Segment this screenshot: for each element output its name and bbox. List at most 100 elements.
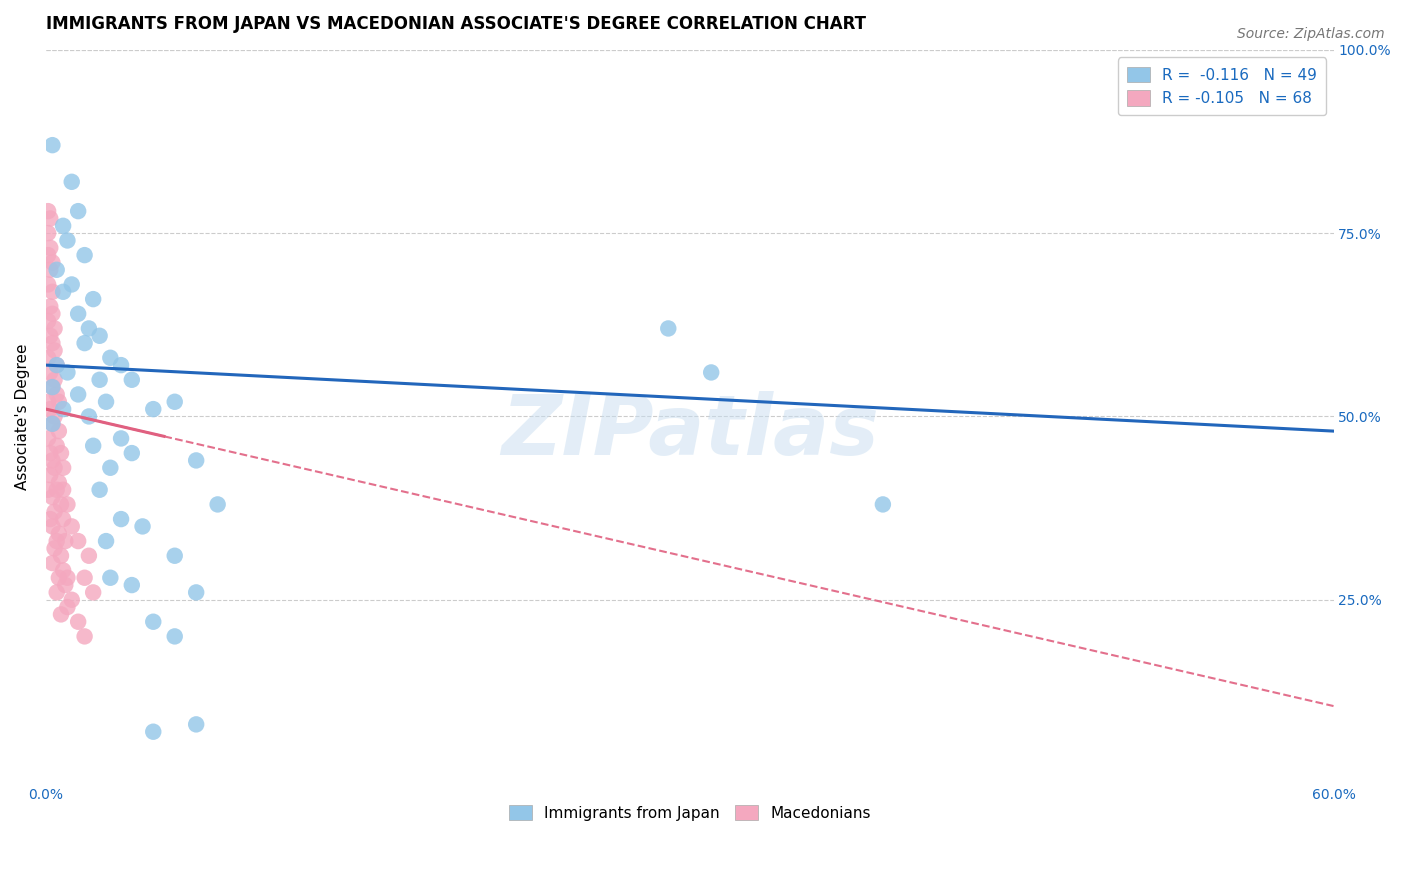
Point bbox=[98, 351, 121, 365]
Point bbox=[44, 409, 66, 424]
Point bbox=[60, 277, 83, 292]
Point bbox=[41, 380, 63, 394]
Point bbox=[45, 585, 67, 599]
Point bbox=[37, 483, 59, 497]
Point bbox=[94, 534, 117, 549]
Point bbox=[872, 497, 894, 511]
Point bbox=[44, 373, 66, 387]
Point bbox=[89, 328, 111, 343]
Point bbox=[657, 321, 679, 335]
Point bbox=[39, 262, 62, 277]
Point bbox=[67, 534, 90, 549]
Point bbox=[89, 483, 111, 497]
Point bbox=[60, 592, 83, 607]
Point bbox=[56, 600, 79, 615]
Point bbox=[39, 468, 62, 483]
Point bbox=[186, 717, 208, 731]
Point bbox=[41, 556, 63, 570]
Point bbox=[52, 402, 75, 417]
Point bbox=[49, 497, 72, 511]
Point bbox=[142, 402, 165, 417]
Point bbox=[98, 460, 121, 475]
Point bbox=[41, 307, 63, 321]
Point bbox=[110, 512, 132, 526]
Point bbox=[45, 534, 67, 549]
Point bbox=[98, 571, 121, 585]
Point bbox=[67, 615, 90, 629]
Point bbox=[700, 366, 723, 380]
Point bbox=[44, 343, 66, 358]
Point bbox=[44, 321, 66, 335]
Point bbox=[39, 402, 62, 417]
Point bbox=[39, 512, 62, 526]
Point bbox=[44, 505, 66, 519]
Point bbox=[73, 336, 96, 351]
Point bbox=[41, 417, 63, 431]
Point bbox=[52, 512, 75, 526]
Point bbox=[110, 358, 132, 372]
Point bbox=[39, 211, 62, 226]
Point bbox=[41, 285, 63, 299]
Point bbox=[48, 571, 70, 585]
Point bbox=[67, 387, 90, 401]
Point bbox=[41, 453, 63, 467]
Legend: Immigrants from Japan, Macedonians: Immigrants from Japan, Macedonians bbox=[503, 798, 877, 827]
Point bbox=[52, 563, 75, 577]
Point bbox=[41, 519, 63, 533]
Point bbox=[142, 615, 165, 629]
Point bbox=[82, 292, 104, 306]
Point bbox=[45, 483, 67, 497]
Point bbox=[37, 314, 59, 328]
Point bbox=[41, 336, 63, 351]
Point bbox=[44, 460, 66, 475]
Point bbox=[56, 234, 79, 248]
Point bbox=[121, 446, 143, 460]
Point bbox=[45, 387, 67, 401]
Point bbox=[73, 248, 96, 262]
Point bbox=[39, 446, 62, 460]
Point bbox=[52, 483, 75, 497]
Text: IMMIGRANTS FROM JAPAN VS MACEDONIAN ASSOCIATE'S DEGREE CORRELATION CHART: IMMIGRANTS FROM JAPAN VS MACEDONIAN ASSO… bbox=[46, 15, 866, 33]
Point bbox=[37, 432, 59, 446]
Point bbox=[48, 526, 70, 541]
Point bbox=[37, 394, 59, 409]
Point bbox=[37, 248, 59, 262]
Point bbox=[53, 578, 76, 592]
Point bbox=[48, 424, 70, 438]
Point bbox=[60, 519, 83, 533]
Point bbox=[121, 373, 143, 387]
Point bbox=[163, 394, 186, 409]
Point bbox=[56, 571, 79, 585]
Point bbox=[110, 432, 132, 446]
Point bbox=[52, 285, 75, 299]
Point bbox=[56, 497, 79, 511]
Point bbox=[41, 255, 63, 269]
Point bbox=[163, 629, 186, 643]
Point bbox=[45, 439, 67, 453]
Point bbox=[41, 138, 63, 153]
Point bbox=[41, 490, 63, 504]
Point bbox=[77, 321, 100, 335]
Point bbox=[186, 453, 208, 467]
Point bbox=[41, 417, 63, 431]
Text: Source: ZipAtlas.com: Source: ZipAtlas.com bbox=[1237, 27, 1385, 41]
Point bbox=[121, 578, 143, 592]
Point bbox=[89, 373, 111, 387]
Point bbox=[39, 241, 62, 255]
Point bbox=[45, 358, 67, 372]
Point bbox=[131, 519, 153, 533]
Point bbox=[82, 439, 104, 453]
Point bbox=[142, 724, 165, 739]
Point bbox=[56, 366, 79, 380]
Point bbox=[37, 226, 59, 240]
Point bbox=[49, 549, 72, 563]
Point bbox=[37, 204, 59, 219]
Point bbox=[48, 394, 70, 409]
Point bbox=[37, 277, 59, 292]
Point bbox=[39, 366, 62, 380]
Point bbox=[67, 307, 90, 321]
Point bbox=[77, 549, 100, 563]
Point bbox=[39, 300, 62, 314]
Point bbox=[82, 585, 104, 599]
Point bbox=[49, 607, 72, 622]
